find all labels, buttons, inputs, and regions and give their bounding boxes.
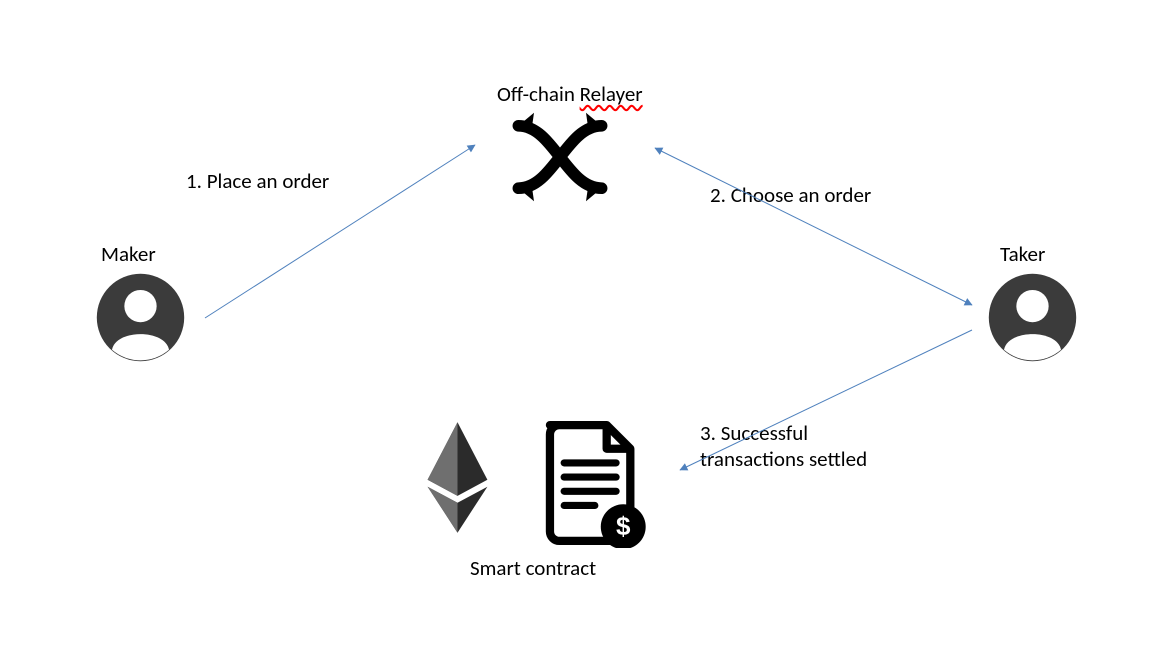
maker-label: Maker xyxy=(101,241,156,267)
taker-label: Taker xyxy=(1000,241,1045,267)
edge-1-label: 1. Place an order xyxy=(186,168,329,194)
ethereum-icon xyxy=(420,420,495,540)
edge-2-line xyxy=(655,148,972,305)
contract-label: Smart contract xyxy=(470,555,596,581)
edge-2-label: 2. Choose an order xyxy=(710,182,871,208)
edge-3-label: 3. Successful transactions settled xyxy=(700,420,867,473)
svg-text:$: $ xyxy=(616,511,631,541)
diagram-stage: Off-chain Relayer Maker xyxy=(0,0,1166,646)
relayer-icon xyxy=(495,92,625,227)
taker-icon xyxy=(985,270,1080,370)
contract-document-icon: $ xyxy=(530,418,655,553)
maker-icon xyxy=(93,270,188,370)
